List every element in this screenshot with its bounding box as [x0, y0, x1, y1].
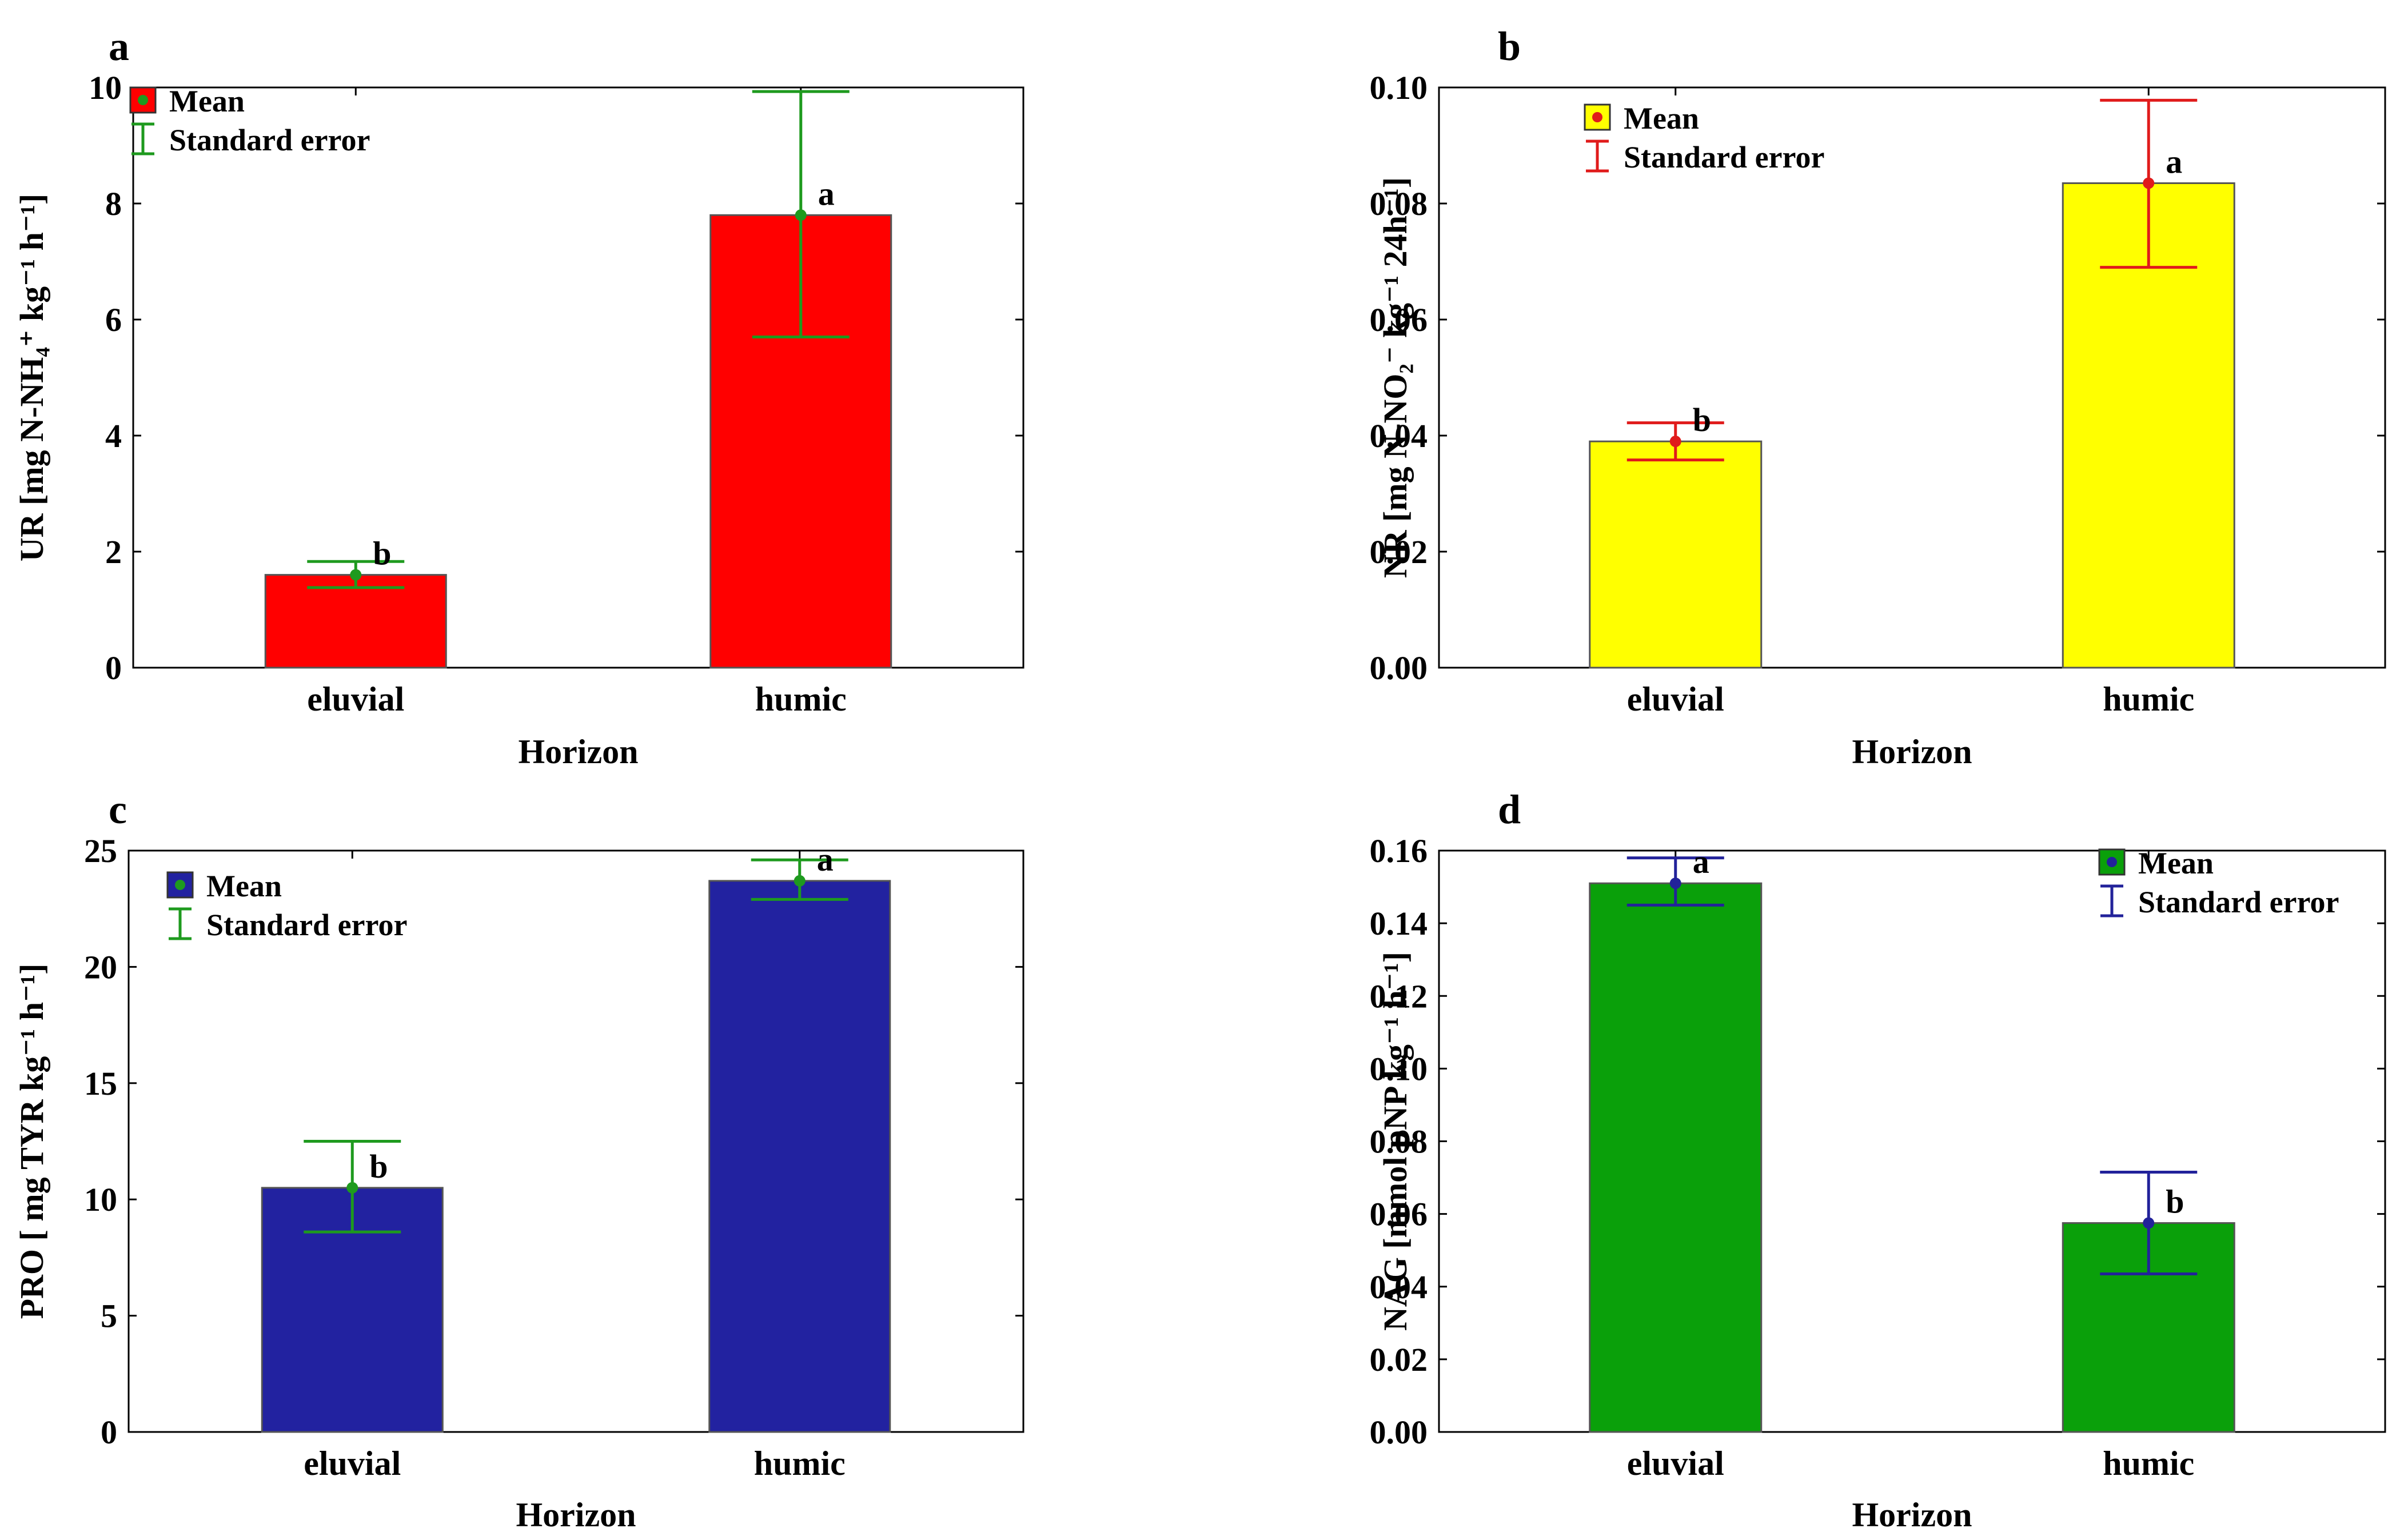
panel-label: a: [109, 23, 129, 69]
y-tick-label: 0: [101, 1414, 117, 1451]
plot-frame: [1438, 849, 2386, 1433]
panel-label: b: [1498, 23, 1521, 69]
panel-c: c 0 5 10 15 20 25 eluvial b humic a Horizon PRO [ mg…: [13, 787, 1024, 1534]
y-tick-label: 25: [84, 832, 117, 869]
y-tick-label: 0.06: [1370, 301, 1428, 338]
x-tick-label: eluvial: [304, 1445, 401, 1482]
y-tick-label: 8: [105, 185, 122, 222]
plot-frame: [127, 849, 1024, 1433]
significance-letter: a: [817, 841, 834, 878]
y-tick-label: 0.08: [1370, 185, 1428, 222]
y-tick-label: 4: [105, 417, 122, 454]
significance-letter: b: [373, 535, 391, 572]
significance-letter: a: [2166, 143, 2182, 180]
y-tick-label: 15: [84, 1065, 117, 1102]
y-tick-label: 0.00: [1370, 1414, 1428, 1451]
legend-mean-label: Mean: [206, 869, 282, 903]
x-axis-label: Horizon: [1852, 1496, 1972, 1534]
y-tick-label: 0.04: [1370, 417, 1428, 454]
y-tick-label: 10: [89, 69, 122, 106]
y-tick-label: 0.06: [1370, 1196, 1428, 1233]
significance-letter: b: [2166, 1183, 2184, 1220]
legend-se-label: Standard error: [206, 908, 407, 942]
legend-se-label: Standard error: [1624, 140, 1824, 174]
y-axis-label: PRO [ mg TYR kg⁻¹ h⁻¹]: [13, 964, 50, 1319]
y-tick-label: 0.00: [1370, 649, 1428, 687]
y-axis-label: NAG [mmol pNP kg⁻¹ h⁻¹]: [1377, 952, 1414, 1331]
x-tick-label: eluvial: [307, 680, 404, 718]
panel-label: d: [1498, 787, 1521, 832]
legend-mean-point: [2107, 857, 2117, 867]
panel-d: d 0.00 0.02 0.04 0.06 0.08 0.10 0.12 0.14 0.16 elu…: [1370, 787, 2386, 1534]
mean-point: [346, 1182, 358, 1194]
y-tick-label: 0.10: [1370, 1050, 1428, 1087]
y-tick-label: 0.04: [1370, 1268, 1428, 1306]
legend-mean-label: Mean: [1624, 101, 1699, 135]
x-axis-label: Horizon: [516, 1496, 636, 1534]
legend: Mean Standard error: [2098, 846, 2339, 919]
significance-letter: b: [369, 1148, 388, 1185]
bar-humic: [708, 880, 891, 1433]
y-tick-label: 2: [105, 533, 122, 570]
x-tick-label: humic: [755, 680, 847, 718]
legend: Mean Standard error: [166, 869, 407, 942]
y-tick-label: 0.14: [1370, 905, 1428, 942]
y-tick-label: 0.02: [1370, 533, 1428, 570]
legend-mean-point: [175, 880, 185, 890]
y-axis-label: NR [mg N-NO₂⁻ kg⁻¹ 24h⁻¹]: [1377, 177, 1414, 578]
y-tick-label: 20: [84, 948, 117, 986]
y-axis-label: UR [mg N-NH₄⁺ kg⁻¹ h⁻¹]: [13, 194, 50, 561]
plot-frame: [132, 86, 1024, 669]
x-tick-label: humic: [2103, 1445, 2194, 1482]
x-tick-label: eluvial: [1627, 1445, 1724, 1482]
legend: Mean Standard error: [129, 84, 370, 157]
legend-mean-point: [1592, 112, 1602, 122]
bar-eluvial: [1589, 440, 1763, 669]
mean-point: [2143, 1217, 2155, 1229]
mean-point: [350, 569, 362, 581]
y-tick-label: 0.08: [1370, 1123, 1428, 1160]
y-tick-label: 10: [84, 1181, 117, 1218]
y-tick-label: 0.12: [1370, 978, 1428, 1015]
plot-frame: [1438, 86, 2386, 669]
bar-eluvial: [264, 574, 447, 669]
y-tick-label: 5: [101, 1298, 117, 1335]
significance-letter: a: [1693, 843, 1709, 880]
x-tick-label: eluvial: [1627, 680, 1724, 718]
mean-point: [794, 875, 806, 887]
bar-eluvial: [1589, 882, 1763, 1433]
y-tick-label: 0: [105, 649, 122, 687]
y-tick-label: 0.16: [1370, 832, 1428, 869]
significance-letter: b: [1693, 401, 1711, 438]
y-tick-label: 0.10: [1370, 69, 1428, 106]
mean-point: [2143, 177, 2155, 189]
panel-b: b 0.00 0.02 0.04 0.06 0.08 0.10 eluvial b humic a H…: [1370, 23, 2386, 771]
legend: Mean Standard error: [1584, 101, 1824, 174]
legend-se-label: Standard error: [169, 123, 370, 157]
bar-humic: [709, 214, 892, 669]
panel-label: c: [109, 787, 127, 832]
x-tick-label: humic: [2103, 680, 2194, 718]
legend-mean-point: [138, 95, 148, 105]
legend-mean-label: Mean: [169, 84, 245, 118]
mean-point: [1669, 877, 1681, 889]
legend-mean-label: Mean: [2138, 846, 2214, 880]
y-tick-label: 6: [105, 301, 122, 338]
x-axis-label: Horizon: [519, 733, 639, 771]
x-axis-label: Horizon: [1852, 733, 1972, 771]
bar-humic: [2062, 1222, 2235, 1433]
significance-letter: a: [818, 175, 835, 212]
x-tick-label: humic: [754, 1445, 846, 1482]
mean-point: [795, 209, 807, 221]
y-tick-label: 0.02: [1370, 1341, 1428, 1378]
mean-point: [1669, 436, 1681, 448]
legend-se-label: Standard error: [2138, 885, 2339, 919]
panel-a: a 0 2 4 6 8 10 eluvial b humic a Horizon UR [mg N-NH…: [13, 23, 1024, 771]
